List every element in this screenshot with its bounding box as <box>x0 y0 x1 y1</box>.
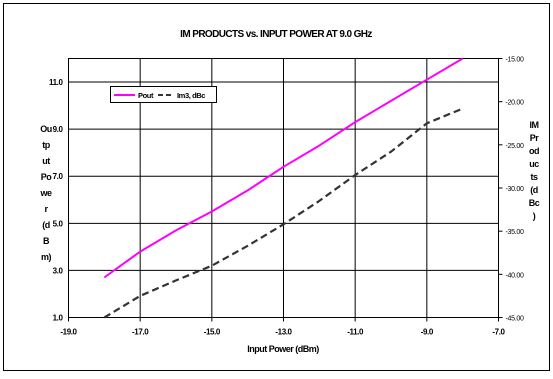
y2-tick-label: -15.00 <box>506 57 524 64</box>
y2-tick-label: -30.00 <box>506 186 524 193</box>
y2-tick-label: -40.00 <box>506 272 524 279</box>
y2-axis-label-line: ts <box>530 172 537 182</box>
y2-tick-label: -45.00 <box>506 316 524 323</box>
outer-border <box>3 3 550 371</box>
y-axis-label-line: Po <box>41 172 53 182</box>
series-group <box>103 57 464 319</box>
y2-axis-label-line: ) <box>533 211 536 221</box>
series-line-pout <box>103 57 464 279</box>
y2-tick-label: -25.00 <box>506 143 524 150</box>
x-axis-label: Input Power (dBm) <box>247 344 319 354</box>
x-tick-label: -13.0 <box>275 328 292 337</box>
y2-axis-label-line: (d <box>530 185 538 195</box>
y-axis-label-line: tp <box>42 140 50 150</box>
bottom-axis-ticks: -19.0 -17.0 -15.0 -13.0 -11.0 -9.0 -7.0 <box>60 317 506 337</box>
x-tick-label: -15.0 <box>204 328 221 337</box>
legend: Pout Im3, dBc <box>110 86 217 103</box>
y-tick-label: 9.0 <box>53 125 64 134</box>
y-axis-label-line: m) <box>41 252 52 262</box>
series-line-im3 <box>103 107 464 319</box>
y-axis-label-line: B <box>43 236 50 246</box>
y2-axis-label-line: IM <box>530 120 539 130</box>
x-tick-label: -7.0 <box>492 328 505 337</box>
y-axis-label-line: ut <box>42 156 50 166</box>
y2-axis-label: IM Pr od uc ts (d Bc) <box>529 120 540 221</box>
y-axis-label-line: Ou <box>40 124 52 134</box>
y2-tick-label: -35.00 <box>506 229 524 236</box>
x-tick-label: -17.0 <box>132 328 149 337</box>
legend-box <box>110 86 217 103</box>
y-axis-label-line: (d <box>42 220 50 230</box>
x-tick-label: -19.0 <box>60 328 77 337</box>
y2-axis-label-line: od <box>529 146 539 156</box>
y-axis-label-line: we <box>39 188 52 198</box>
chart-title: IM PRODUCTS vs. INPUT POWER AT 9.0 GHz <box>180 29 372 40</box>
x-tick-label: -9.0 <box>421 328 434 337</box>
y-tick-label: 1.0 <box>53 314 64 323</box>
legend-label-pout: Pout <box>138 91 154 100</box>
y-tick-label: 7.0 <box>53 172 64 181</box>
y-tick-label: 5.0 <box>53 219 64 228</box>
y2-tick-label: -20.00 <box>506 100 524 107</box>
y-tick-label: 11.0 <box>49 78 63 87</box>
right-axis-ticks: -15.00 -20.00 -25.00 -30.00 -35.00 -40.00 -45.… <box>498 57 524 323</box>
y2-axis-label-line: Pr <box>530 133 540 143</box>
left-axis-ticks: 1.0 3.0 5.0 7.0 9.0 11.0 <box>49 78 64 323</box>
y-axis-label: Ou tp ut Po we r (d Bm) <box>39 124 52 262</box>
y-axis-label-line: r <box>44 204 48 214</box>
legend-label-im3: Im3, dBc <box>177 91 205 100</box>
x-tick-label: -11.0 <box>347 328 364 337</box>
y2-axis-label-line: uc <box>529 159 539 169</box>
y2-axis-label-line: Bc <box>529 198 540 208</box>
y-tick-label: 3.0 <box>53 266 64 275</box>
